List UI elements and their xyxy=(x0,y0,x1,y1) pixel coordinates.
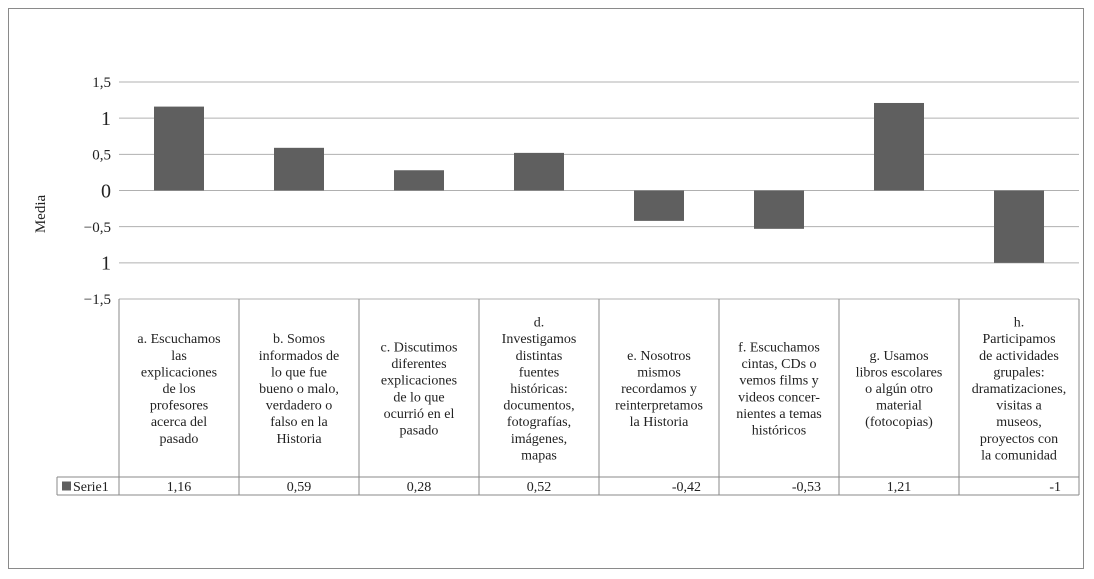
category-label-line: dramatizaciones, xyxy=(972,382,1066,397)
category-label-line: proyectos con xyxy=(980,432,1058,447)
y-tick-label: 0 xyxy=(101,180,111,202)
y-axis-ticks: 1,5 1 0,5 0 −0,5 1 −1,5 xyxy=(84,75,111,308)
category-label-line: h. xyxy=(1014,316,1025,331)
bar xyxy=(514,153,564,191)
category-label-line: visitas a xyxy=(996,399,1042,414)
category-label-line: distintas xyxy=(516,349,563,364)
category-label-line: f. Escuchamos xyxy=(738,341,820,356)
category-label-line: fotografías, xyxy=(507,415,571,430)
y-tick-label: 1,5 xyxy=(92,75,111,91)
y-tick-label: 0,5 xyxy=(92,147,111,163)
category-label-line: reinterpretamos xyxy=(615,399,703,414)
category-label-line: grupales: xyxy=(993,365,1044,380)
bar-chart: Media 1,5 1 0,5 0 −0,5 1 −1,5 a. Escuchamos las… xyxy=(9,9,1085,570)
category-label-line: la Historia xyxy=(630,415,689,430)
category-label-line: explicaciones xyxy=(381,374,457,389)
category-label-line: mismos xyxy=(637,365,681,380)
bar xyxy=(394,170,444,190)
bar xyxy=(274,148,324,191)
category-label-line: verdadero o xyxy=(266,399,332,414)
category-label: h. Participamos de actividades grupales: dra… xyxy=(972,316,1066,464)
data-label: 1,16 xyxy=(167,480,192,495)
category-label-line: Historia xyxy=(276,432,322,447)
category-label-line: pasado xyxy=(400,424,439,439)
bars xyxy=(154,103,1044,263)
category-label-line: históricas: xyxy=(510,382,568,397)
category-label-line: o algún otro xyxy=(865,382,933,397)
category-label-line: diferentes xyxy=(391,357,446,372)
y-tick-label: −1,5 xyxy=(84,292,111,308)
y-tick-label: 1 xyxy=(101,108,111,130)
category-label-line: b. Somos xyxy=(273,332,325,347)
category-label-line: e. Nosotros xyxy=(627,349,691,364)
data-label: 0,28 xyxy=(407,480,432,495)
category-label-line: fuentes xyxy=(519,365,559,380)
category-label-line: explicaciones xyxy=(141,365,217,380)
gridlines xyxy=(119,82,1079,299)
data-label: 1,21 xyxy=(887,480,912,495)
legend-entry: Serie1 xyxy=(73,480,109,495)
category-label-line: mapas xyxy=(521,448,557,463)
data-table: a. Escuchamos las explicaciones de los profe… xyxy=(57,299,1079,495)
legend-swatch xyxy=(62,482,71,491)
category-label-line: imágenes, xyxy=(511,432,567,447)
category-label-line: informados de xyxy=(259,349,339,364)
category-label-line: g. Usamos xyxy=(869,349,928,364)
category-label-line: históricos xyxy=(752,424,806,439)
bar xyxy=(154,107,204,191)
category-label-line: profesores xyxy=(150,399,208,414)
category-label: e. Nosotros mismos recordamos y reinterpret… xyxy=(615,349,703,430)
category-label: a. Escuchamos las explicaciones de los profe… xyxy=(137,332,220,447)
category-label-line: de los xyxy=(162,382,195,397)
category-label-line: ocurrió en el xyxy=(384,407,455,422)
data-label: 0,52 xyxy=(527,480,552,495)
y-axis-label: Media xyxy=(33,195,49,234)
y-tick-label: −0,5 xyxy=(84,220,111,236)
category-label-line: recordamos y xyxy=(621,382,697,397)
category-label: b. Somos informados de lo que fue bueno o m… xyxy=(259,332,339,447)
category-label-line: bueno o malo, xyxy=(259,382,339,397)
category-label-line: material xyxy=(876,399,922,414)
category-label-line: documentos, xyxy=(503,399,574,414)
category-label-line: videos concer- xyxy=(738,390,820,405)
category-label-line: de actividades xyxy=(979,349,1059,364)
category-label-line: cintas, CDs o xyxy=(741,357,816,372)
category-label-line: Participamos xyxy=(982,332,1055,347)
category-label: c. Discutimos diferentes explicaciones de l… xyxy=(381,341,458,439)
data-label: -1 xyxy=(1049,480,1061,495)
category-label-line: acerca del xyxy=(151,415,207,430)
data-label: -0,42 xyxy=(672,480,701,495)
category-label-line: nientes a temas xyxy=(736,407,822,422)
category-label-line: la comunidad xyxy=(981,448,1057,463)
category-label-line: Investigamos xyxy=(502,332,577,347)
category-label-line: c. Discutimos xyxy=(381,341,458,356)
bar xyxy=(754,191,804,229)
category-label-line: las xyxy=(171,349,187,364)
category-label-line: libros escolares xyxy=(856,365,943,380)
data-label: 0,59 xyxy=(287,480,312,495)
category-label-line: pasado xyxy=(160,432,199,447)
y-tick-label: 1 xyxy=(101,253,111,275)
category-label-line: (fotocopias) xyxy=(865,415,933,430)
bar xyxy=(994,191,1044,263)
chart-frame: Media 1,5 1 0,5 0 −0,5 1 −1,5 a. Escuchamos las… xyxy=(8,8,1084,569)
bar xyxy=(874,103,924,191)
category-label-line: museos, xyxy=(996,415,1042,430)
category-label-line: de lo que xyxy=(393,390,444,405)
category-label: g. Usamos libros escolares o algún otro mat… xyxy=(856,349,943,430)
category-label-line: falso en la xyxy=(270,415,328,430)
category-label-line: vemos films y xyxy=(739,374,818,389)
data-label: -0,53 xyxy=(792,480,821,495)
category-label-line: a. Escuchamos xyxy=(137,332,220,347)
category-label: d. Investigamos distintas fuentes históricas… xyxy=(502,316,577,464)
bar xyxy=(634,191,684,221)
category-label-line: lo que fue xyxy=(271,365,327,380)
category-label-line: d. xyxy=(534,316,545,331)
